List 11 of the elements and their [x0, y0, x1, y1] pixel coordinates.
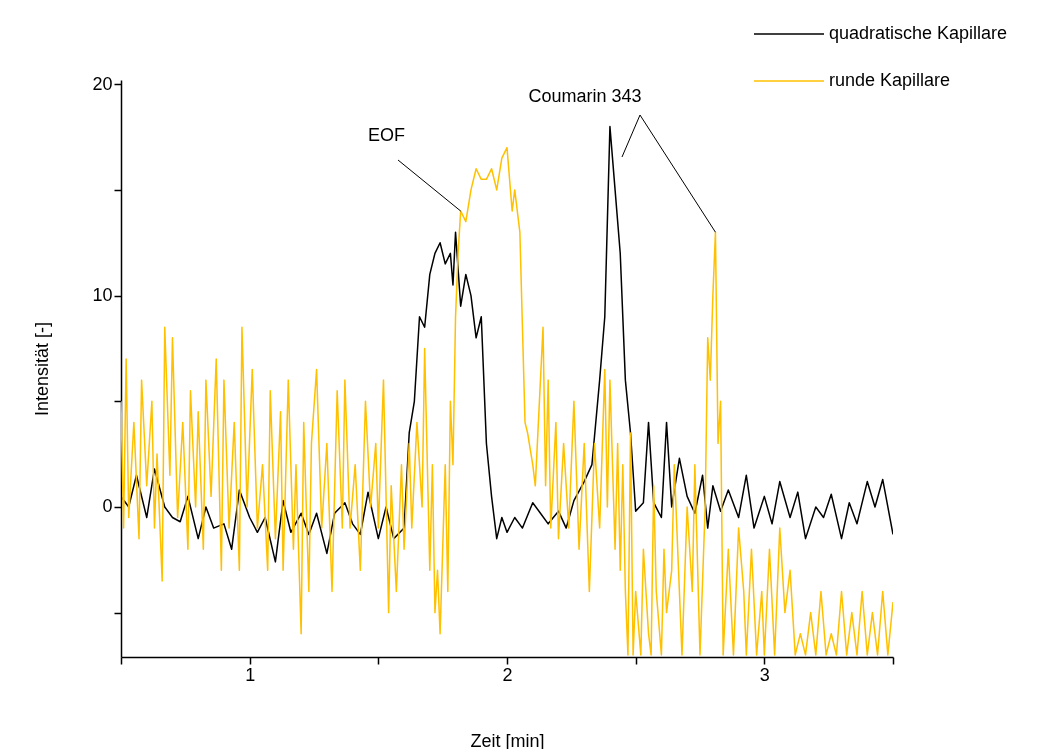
x-tick-label: 2	[502, 664, 513, 685]
annotation: EOF	[367, 125, 405, 145]
legend-label: runde Kapillare	[829, 70, 951, 90]
y-axis-title: Intensität [-]	[32, 321, 53, 417]
y-tick-label: 10	[92, 285, 113, 306]
y-tick-label: 20	[92, 73, 113, 94]
legend-label: quadratische Kapillare	[829, 23, 1008, 43]
annotation: Coumarin 343	[528, 86, 642, 106]
x-tick-label: 1	[245, 664, 256, 685]
x-tick-label: 3	[759, 664, 770, 685]
y-tick-label: 0	[102, 496, 113, 517]
